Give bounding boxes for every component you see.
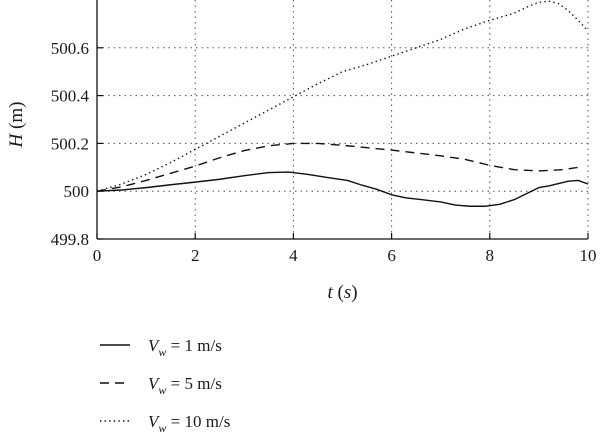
x-tick-label: 2 xyxy=(191,246,200,265)
series-line-3 xyxy=(96,0,589,192)
x-tick-label: 6 xyxy=(387,246,396,265)
y-tick-label: 500.6 xyxy=(51,39,89,58)
series-line-2 xyxy=(96,142,579,192)
y-tick-label: 500 xyxy=(64,182,90,201)
grid-layer xyxy=(97,0,589,239)
x-tick-label: 0 xyxy=(93,246,102,265)
x-axis-label: t (s) xyxy=(327,282,357,303)
y-axis-label: H (m) xyxy=(6,102,27,149)
legend-label-2: Vw = 5 m/s xyxy=(148,374,222,397)
legend-layer: Vw = 1 m/s Vw = 5 m/s Vw = 10 m/s xyxy=(100,336,230,435)
ticks-layer: 0 2 4 6 8 10 499.8 500 500.2 500.4 500.6 xyxy=(51,39,597,265)
y-tick-label: 499.8 xyxy=(51,230,89,249)
axes-layer xyxy=(96,0,588,240)
legend-label-1: Vw = 1 m/s xyxy=(148,336,222,359)
x-tick-label: 8 xyxy=(486,246,495,265)
y-tick-label: 500.2 xyxy=(51,134,89,153)
series-layer xyxy=(96,0,589,207)
legend-label-3: Vw = 10 m/s xyxy=(148,412,230,435)
x-tick-label: 4 xyxy=(289,246,298,265)
y-tick-label: 500.4 xyxy=(51,87,90,106)
labels-layer: t (s) H (m) xyxy=(6,102,358,303)
series-line-1 xyxy=(96,171,589,207)
x-tick-label: 10 xyxy=(580,246,597,265)
